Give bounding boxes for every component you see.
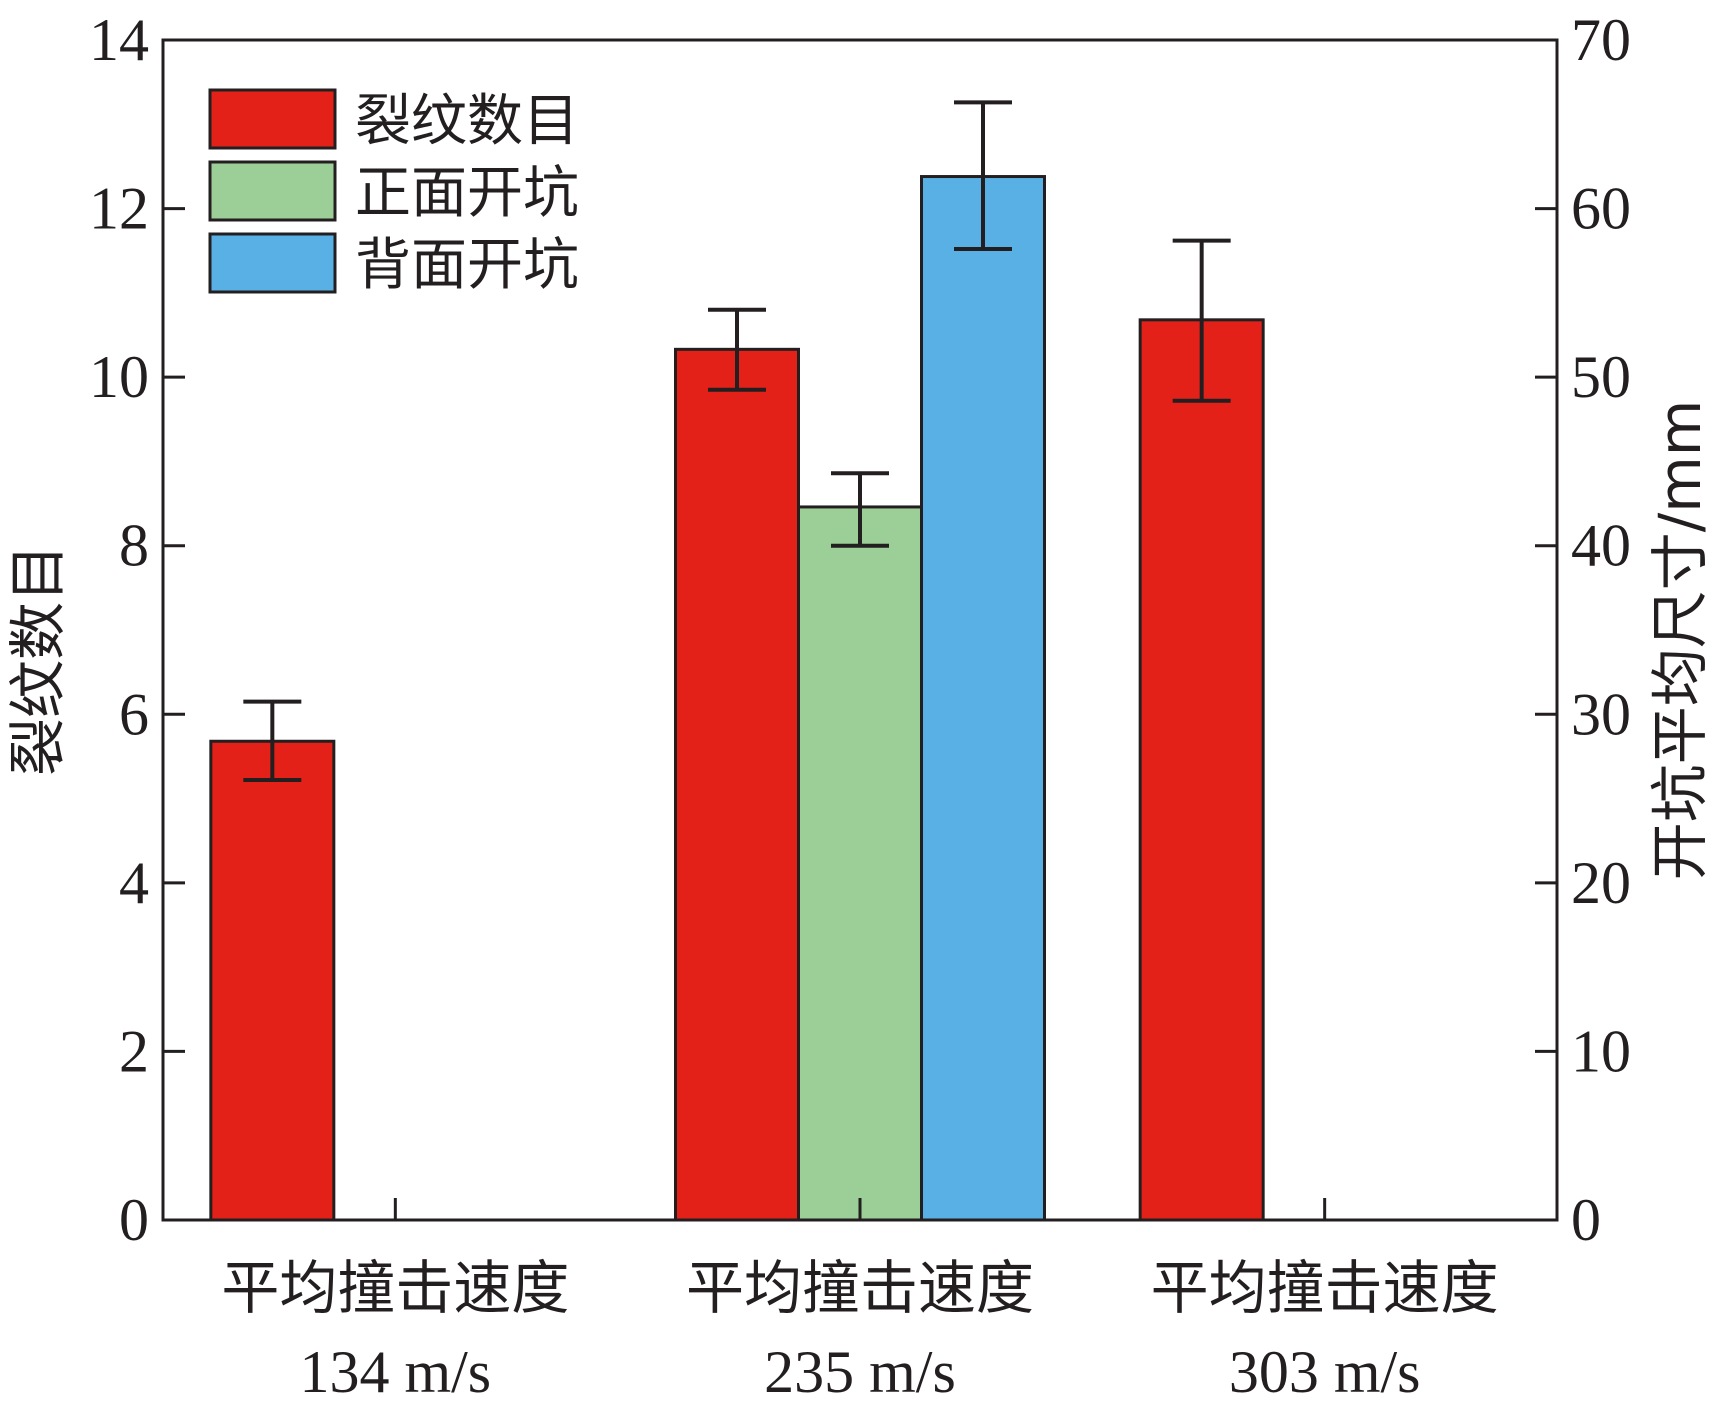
y-right-tick-label: 0: [1571, 1187, 1601, 1253]
y-right-tick-label: 50: [1571, 344, 1631, 410]
bar: [1138, 318, 1265, 1222]
y-right-tick-label: 60: [1571, 176, 1631, 242]
y-right-tick-label: 10: [1571, 1018, 1631, 1084]
legend-label: 背面开坑: [355, 233, 579, 298]
y-right-tick-label: 70: [1571, 7, 1631, 73]
ticks-layer: [163, 38, 1557, 1222]
error-bars-layer: [243, 100, 1231, 783]
x-category-label: 平均撞击速度: [221, 1254, 569, 1322]
legend-swatch: [208, 232, 337, 294]
legend-label: 裂纹数目: [355, 89, 579, 154]
y-right-tick-label: 30: [1571, 681, 1631, 747]
y-left-tick-label: 14: [89, 7, 149, 73]
legend-swatch: [208, 160, 337, 222]
y-axis-left-label: 裂纹数目: [4, 544, 72, 776]
bar: [920, 175, 1046, 1222]
legend-label: 正面开坑: [355, 161, 579, 226]
y-left-tick-label: 8: [119, 513, 149, 579]
y-left-tick-label: 10: [89, 344, 149, 410]
y-right-tick-label: 40: [1571, 513, 1631, 579]
tick-labels-layer: 0 2 4 6 8 10 12 14 0 10 20 30 40 50 60 70: [89, 7, 1631, 1253]
x-category-label: 平均撞击速度: [1151, 1254, 1499, 1322]
y-left-tick-label: 2: [119, 1018, 149, 1084]
y-left-tick-label: 12: [89, 176, 149, 242]
legend-swatch: [208, 88, 337, 150]
x-category-sublabel: 303 m/s: [1229, 1339, 1421, 1405]
x-category-label: 平均撞击速度: [686, 1254, 1034, 1322]
bar: [209, 739, 336, 1222]
y-left-tick-label: 6: [119, 681, 149, 747]
bar: [674, 347, 800, 1222]
y-right-tick-label: 20: [1571, 850, 1631, 916]
y-axis-right-label: 开坑平均尺寸/mm: [1646, 400, 1714, 881]
category-labels-layer: 平均撞击速度 134 m/s 平均撞击速度 235 m/s 平均撞击速度 303 m/s: [221, 1254, 1498, 1405]
x-category-sublabel: 235 m/s: [764, 1339, 956, 1405]
y-left-tick-label: 0: [119, 1187, 149, 1253]
x-category-sublabel: 134 m/s: [299, 1339, 491, 1405]
bar: [797, 505, 923, 1222]
y-left-tick-label: 4: [119, 850, 149, 916]
